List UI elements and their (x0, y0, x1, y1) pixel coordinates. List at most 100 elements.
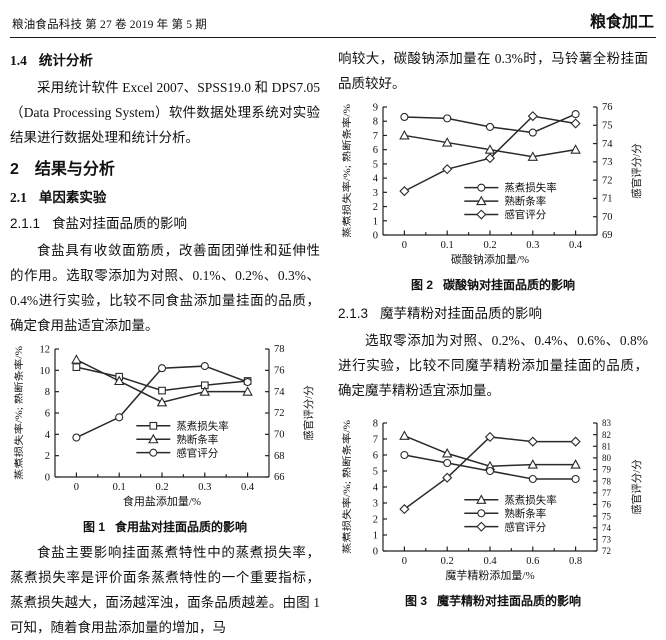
svg-text:72: 72 (602, 546, 611, 556)
svg-text:0.2: 0.2 (441, 556, 454, 567)
page-header: 粮油食品科技 第 27 卷 2019 年 第 5 期 粮食加工 (10, 6, 656, 38)
svg-text:10: 10 (40, 366, 51, 377)
svg-text:0: 0 (74, 482, 79, 493)
figure-1-caption: 图 1 食用盐对挂面品质的影响 (10, 518, 320, 536)
paper-page: 粮油食品科技 第 27 卷 2019 年 第 5 期 粮食加工 1.4 统计分析 … (10, 6, 656, 635)
paragraph-statistics: 采用统计软件 Excel 2007、SPSS19.0 和 DPS7.05（Dat… (10, 80, 320, 145)
svg-text:6: 6 (373, 451, 378, 462)
svg-text:76: 76 (602, 500, 612, 510)
paragraph-soda-conclusion: 响较大，碳酸钠添加量在 0.3%时，马铃薯全粉挂面品质较好。 (338, 51, 648, 91)
svg-text:79: 79 (602, 465, 612, 475)
section-number: 1.4 (10, 53, 27, 68)
svg-text:0: 0 (373, 231, 378, 242)
svg-text:0.1: 0.1 (113, 482, 126, 493)
svg-text:熟断条率: 熟断条率 (504, 195, 546, 208)
svg-text:熟断条率: 熟断条率 (504, 507, 546, 520)
svg-text:2: 2 (373, 202, 378, 213)
svg-text:感官评分/分: 感官评分/分 (630, 143, 643, 199)
paragraph-konjac-intro: 选取零添加为对照、0.2%、0.4%、0.6%、0.8%进行实验，比较不同魔芋精… (338, 333, 648, 398)
svg-text:0.3: 0.3 (198, 482, 211, 493)
svg-text:74: 74 (274, 387, 285, 398)
svg-text:75: 75 (602, 511, 612, 521)
svg-text:0.3: 0.3 (526, 240, 539, 251)
svg-text:82: 82 (602, 430, 611, 440)
section-heading-1-4: 1.4 统计分析 (10, 49, 320, 73)
svg-text:83: 83 (602, 418, 612, 428)
svg-text:6: 6 (45, 409, 50, 420)
section-title: 食盐对挂面品质的影响 (52, 216, 188, 231)
svg-text:感官评分: 感官评分 (176, 446, 218, 459)
paragraph-salt-intro: 食盐具有收敛面筋质，改善面团弹性和延伸性的作用。选取零添加为对照、0.1%、0.… (10, 243, 320, 333)
section-heading-2-1-3: 2.1.3 魔芋精粉对挂面品质的影响 (338, 302, 648, 326)
svg-text:0.1: 0.1 (441, 240, 454, 251)
svg-text:0: 0 (402, 556, 407, 567)
svg-text:0.4: 0.4 (483, 556, 497, 567)
svg-text:8: 8 (45, 387, 50, 398)
svg-text:熟断条率: 熟断条率 (176, 433, 218, 446)
svg-text:感官评分: 感官评分 (504, 208, 546, 221)
figure-2: 0 1 2 3 4 5 6 7 8 9 69 70 71 72 73 74 75 76 0 0.1 0.2 0.3 0.4 碳… (338, 99, 648, 275)
section-title: 魔芋精粉对挂面品质的影响 (380, 306, 543, 321)
svg-text:4: 4 (45, 430, 51, 441)
svg-text:69: 69 (602, 230, 613, 241)
svg-text:73: 73 (602, 535, 612, 545)
svg-text:7: 7 (373, 131, 378, 142)
svg-text:71: 71 (602, 194, 613, 205)
svg-text:9: 9 (373, 103, 378, 114)
svg-text:感官评分/分: 感官评分/分 (630, 459, 643, 515)
figure-title: 碳酸钠对挂面品质的影响 (443, 278, 576, 292)
section-number: 2.1 (10, 190, 27, 205)
svg-text:73: 73 (602, 157, 613, 168)
svg-text:7: 7 (373, 435, 378, 446)
svg-text:0: 0 (402, 240, 407, 251)
svg-text:碳酸钠添加量/%: 碳酸钠添加量/% (451, 252, 529, 266)
section-title: 统计分析 (38, 53, 93, 68)
svg-text:蒸煮损失率: 蒸煮损失率 (504, 493, 557, 506)
section-number: 2.1.1 (10, 216, 41, 231)
svg-text:感官评分: 感官评分 (504, 520, 546, 533)
figure-label: 图 1 (82, 520, 105, 534)
svg-text:70: 70 (274, 430, 285, 441)
svg-text:80: 80 (602, 453, 612, 463)
figure-1: 0 2 4 6 8 10 12 66 68 70 72 74 76 78 0 0.1 0.2 0.3 0.4 食用盐添… (10, 341, 320, 517)
svg-text:70: 70 (602, 212, 613, 223)
svg-text:蒸煮损失率: 蒸煮损失率 (504, 181, 557, 194)
section-heading-2-1: 2.1 单因素实验 (10, 186, 320, 210)
svg-text:0.6: 0.6 (526, 556, 539, 567)
svg-text:0.4: 0.4 (241, 482, 255, 493)
svg-text:1: 1 (373, 531, 378, 542)
column-left: 1.4 统计分析 采用统计软件 Excel 2007、SPSS19.0 和 DPS… (10, 46, 320, 640)
svg-text:76: 76 (602, 102, 613, 113)
svg-text:感官评分/分: 感官评分/分 (302, 385, 315, 441)
svg-text:蒸煮损失率/%; 熟断条率/%: 蒸煮损失率/%; 熟断条率/% (341, 419, 352, 554)
svg-text:0.4: 0.4 (569, 240, 583, 251)
section-heading-2: 2 结果与分析 (10, 157, 320, 183)
svg-text:4: 4 (373, 174, 379, 185)
svg-text:蒸煮损失率/%; 熟断条率/%: 蒸煮损失率/%; 熟断条率/% (341, 103, 352, 238)
svg-text:74: 74 (602, 139, 613, 150)
svg-text:0: 0 (45, 473, 50, 484)
figure-3-caption: 图 3 魔芋精粉对挂面品质的影响 (338, 592, 648, 610)
svg-text:1: 1 (373, 216, 378, 227)
svg-text:76: 76 (274, 366, 285, 377)
svg-text:8: 8 (373, 117, 378, 128)
svg-text:5: 5 (373, 467, 378, 478)
svg-text:0.2: 0.2 (483, 240, 496, 251)
svg-text:蒸煮损失率/%; 熟断条率/%: 蒸煮损失率/%; 熟断条率/% (13, 345, 24, 480)
figure-2-chart: 0 1 2 3 4 5 6 7 8 9 69 70 71 72 73 74 75 76 0 0.1 0.2 0.3 0.4 碳… (341, 102, 643, 266)
figure-label: 图 2 (410, 278, 433, 292)
svg-text:蒸煮损失率: 蒸煮损失率 (176, 419, 229, 432)
svg-text:72: 72 (274, 408, 285, 419)
figure-title: 魔芋精粉对挂面品质的影响 (437, 594, 582, 608)
svg-text:2: 2 (45, 451, 50, 462)
section-banner: 粮食加工 (589, 14, 654, 31)
journal-issue-info: 粮油食品科技 第 27 卷 2019 年 第 5 期 (12, 19, 207, 31)
figure-3: 0 1 2 3 4 5 6 7 8 72 73 74 75 76 77 78 79 80 81 82 83 0 0.2 0.4… (338, 415, 648, 591)
svg-text:0: 0 (373, 547, 378, 558)
section-title: 单因素实验 (38, 190, 107, 205)
svg-text:2: 2 (373, 515, 378, 526)
section-title: 结果与分析 (34, 161, 115, 178)
figure-title: 食用盐对挂面品质的影响 (115, 520, 248, 534)
